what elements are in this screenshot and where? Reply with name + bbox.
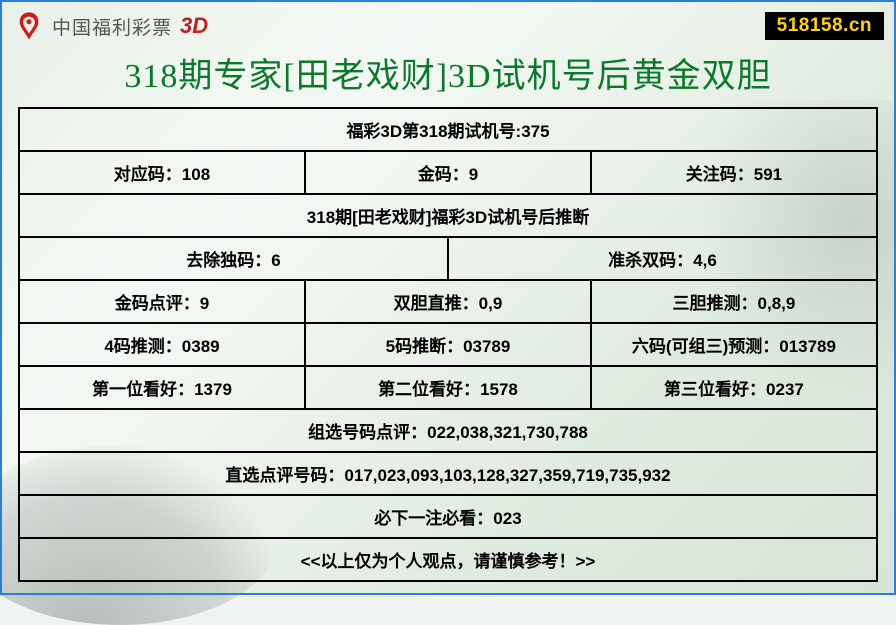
brand-3d-suffix: 3D xyxy=(180,13,208,39)
cell-pos3: 第三位看好：0237 xyxy=(591,366,877,409)
cell-direct-select: 直选点评号码：017,023,093,103,128,327,359,719,7… xyxy=(19,452,877,495)
cell-5code: 5码推断：03789 xyxy=(305,323,591,366)
data-grid: 福彩3D第318期试机号:375 对应码：108 金码：9 关注码：591 31… xyxy=(18,107,878,582)
cell-group-select: 组选号码点评：022,038,321,730,788 xyxy=(19,409,877,452)
cell-focus-code: 关注码：591 xyxy=(591,151,877,194)
cell-kill-double: 准杀双码：4,6 xyxy=(448,237,877,280)
site-badge: 518158.cn xyxy=(765,12,884,40)
row-group-select: 组选号码点评：022,038,321,730,788 xyxy=(19,409,877,452)
cell-pos2: 第二位看好：1578 xyxy=(305,366,591,409)
row-test-number: 福彩3D第318期试机号:375 xyxy=(19,108,877,151)
cell-exclude-single: 去除独码：6 xyxy=(19,237,448,280)
row-positions: 第一位看好：1379 第二位看好：1578 第三位看好：0237 xyxy=(19,366,877,409)
row-gold-dan: 金码点评：9 双胆直推：0,9 三胆推测：0,8,9 xyxy=(19,280,877,323)
row-codes-3: 对应码：108 金码：9 关注码：591 xyxy=(19,151,877,194)
cell-double-dan: 双胆直推：0,9 xyxy=(305,280,591,323)
cell-4code: 4码推测：0389 xyxy=(19,323,305,366)
row-4-5-6: 4码推测：0389 5码推断：03789 六码(可组三)预测：013789 xyxy=(19,323,877,366)
row-direct-select: 直选点评号码：017,023,093,103,128,327,359,719,7… xyxy=(19,452,877,495)
logo-block: 中国福利彩票 3D xyxy=(12,9,208,43)
cell-inference-title: 318期[田老戏财]福彩3D试机号后推断 xyxy=(19,194,877,237)
row-must-bet: 必下一注必看：023 xyxy=(19,495,877,538)
row-exclude-kill: 去除独码：6 准杀双码：4,6 xyxy=(19,237,877,280)
cell-test-number: 福彩3D第318期试机号:375 xyxy=(19,108,877,151)
cell-gold-code: 金码：9 xyxy=(305,151,591,194)
row-inference-title: 318期[田老戏财]福彩3D试机号后推断 xyxy=(19,194,877,237)
brand-text: 中国福利彩票 xyxy=(52,13,172,40)
cell-gold-review: 金码点评：9 xyxy=(19,280,305,323)
page-title: 318期专家[田老戏财]3D试机号后黄金双胆 xyxy=(12,48,884,97)
cell-6code: 六码(可组三)预测：013789 xyxy=(591,323,877,366)
content-wrap: 中国福利彩票 3D 518158.cn 318期专家[田老戏财]3D试机号后黄金… xyxy=(0,0,896,595)
cell-correspond-code: 对应码：108 xyxy=(19,151,305,194)
cell-must-bet: 必下一注必看：023 xyxy=(19,495,877,538)
row-disclaimer: <<以上仅为个人观点，请谨慎参考！>> xyxy=(19,538,877,581)
cell-disclaimer: <<以上仅为个人观点，请谨慎参考！>> xyxy=(19,538,877,581)
header-row: 中国福利彩票 3D 518158.cn xyxy=(12,8,884,44)
cell-triple-dan: 三胆推测：0,8,9 xyxy=(591,280,877,323)
lottery-logo-icon xyxy=(12,9,46,43)
cell-pos1: 第一位看好：1379 xyxy=(19,366,305,409)
